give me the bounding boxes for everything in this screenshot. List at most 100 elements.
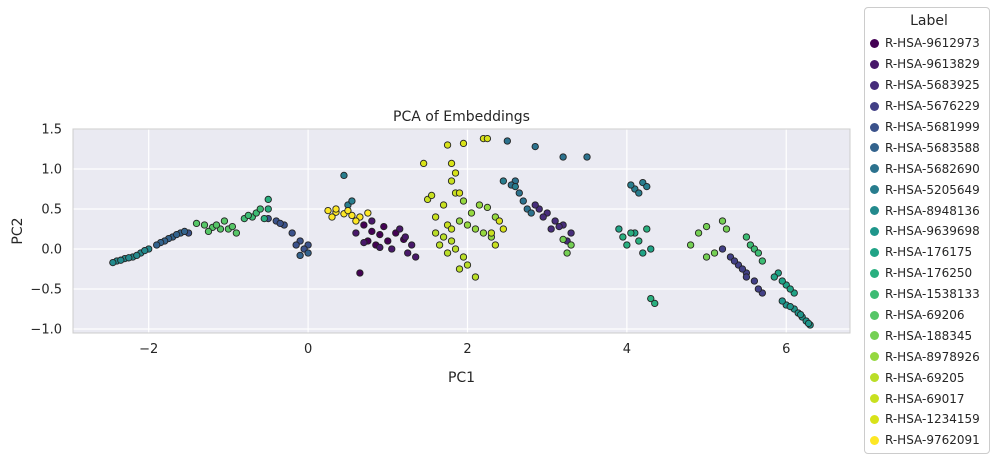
data-point xyxy=(639,249,647,257)
legend-item: R-HSA-5681999 xyxy=(869,117,989,138)
data-point xyxy=(778,297,786,305)
legend-swatch xyxy=(870,247,879,257)
data-point xyxy=(172,230,181,239)
legend-item: R-HSA-9639698 xyxy=(869,221,989,242)
data-point xyxy=(471,273,480,281)
plot-frame xyxy=(72,128,851,334)
legend-swatch xyxy=(870,310,879,320)
data-point xyxy=(404,249,412,257)
data-point xyxy=(427,191,436,200)
legend-item: R-HSA-1234159 xyxy=(869,409,989,430)
data-point xyxy=(459,253,468,261)
data-point xyxy=(786,302,794,311)
y-tick-label: 1.0 xyxy=(41,163,62,178)
data-point xyxy=(531,142,539,151)
data-point xyxy=(435,241,444,249)
legend-title: Label xyxy=(910,13,948,29)
data-point xyxy=(479,229,488,237)
legend-swatch xyxy=(870,164,879,174)
legend-label: R-HSA-176175 xyxy=(885,245,973,260)
x-tick-label: 4 xyxy=(623,342,631,357)
data-point xyxy=(384,237,392,245)
legend-item: R-HSA-5676229 xyxy=(869,96,989,117)
legend-label: R-HSA-5683588 xyxy=(885,140,980,155)
legend-label: R-HSA-176250 xyxy=(885,266,973,281)
data-point xyxy=(332,205,340,213)
x-tick-label: 2 xyxy=(463,342,471,357)
y-tick-labels: −1.0 −0.5 0.0 0.5 1.0 1.5 xyxy=(30,123,62,338)
data-point xyxy=(643,225,651,233)
data-point xyxy=(619,233,627,241)
legend-label: R-HSA-5681999 xyxy=(885,120,980,134)
legend-swatch xyxy=(870,373,879,383)
data-point xyxy=(499,177,507,185)
legend-label: R-HSA-9612973 xyxy=(885,36,980,51)
legend-label: R-HSA-188345 xyxy=(885,328,973,343)
plot-area xyxy=(73,129,850,333)
legend: Label R-HSA-9612973 R-HSA-9613829 R-HSA-56… xyxy=(864,7,990,454)
legend-swatch xyxy=(870,185,879,195)
chart-title: PCA of Embeddings xyxy=(393,109,530,125)
data-point xyxy=(467,209,476,217)
data-point xyxy=(352,217,360,225)
data-point xyxy=(180,227,189,236)
x-tick-labels: −2 0 2 4 6 xyxy=(139,342,790,357)
legend-swatch xyxy=(870,122,879,132)
data-point xyxy=(463,221,472,229)
data-point xyxy=(563,249,571,257)
data-point xyxy=(401,233,409,241)
data-point xyxy=(439,233,448,241)
legend-item: R-HSA-9762091 xyxy=(869,430,989,451)
x-axis-label: PC1 xyxy=(448,370,475,386)
data-point xyxy=(276,219,284,228)
data-points xyxy=(109,134,814,329)
data-point xyxy=(635,237,643,245)
data-point xyxy=(511,182,519,191)
data-point xyxy=(447,237,456,245)
data-point xyxy=(722,225,731,233)
data-point xyxy=(408,241,416,249)
data-point xyxy=(623,241,631,249)
legend-item: R-HSA-5682690 xyxy=(869,158,989,179)
x-tick-label: 0 xyxy=(304,342,312,357)
legend-swatch xyxy=(870,435,879,445)
data-point xyxy=(439,201,448,209)
legend-items: R-HSA-9612973 R-HSA-9613829 R-HSA-5683925 R… xyxy=(869,33,989,451)
y-tick-label: −0.5 xyxy=(30,283,62,298)
data-point xyxy=(260,214,268,223)
data-point xyxy=(133,251,141,260)
data-point xyxy=(212,221,221,229)
data-point xyxy=(686,241,695,249)
legend-label: R-HSA-8948136 xyxy=(885,203,980,218)
data-point xyxy=(368,217,376,225)
legend-item: R-HSA-176175 xyxy=(869,242,989,263)
data-point xyxy=(380,222,388,231)
data-point xyxy=(758,257,766,265)
x-tick-label: −2 xyxy=(139,342,158,357)
legend-label: R-HSA-5682690 xyxy=(885,161,980,176)
data-point xyxy=(344,206,352,215)
data-point xyxy=(694,229,703,237)
data-point xyxy=(531,201,539,209)
data-point xyxy=(738,265,747,273)
legend-item: R-HSA-8978926 xyxy=(869,346,989,367)
legend-swatch xyxy=(870,59,879,69)
legend-swatch xyxy=(870,101,879,111)
data-point xyxy=(710,249,719,257)
data-point xyxy=(750,277,759,285)
legend-item: R-HSA-5683925 xyxy=(869,75,989,96)
data-point xyxy=(360,238,368,247)
data-point xyxy=(742,233,751,241)
legend-item: R-HSA-8948136 xyxy=(869,200,989,221)
data-point xyxy=(551,217,559,225)
data-point xyxy=(264,195,272,204)
data-point xyxy=(527,209,535,217)
data-point xyxy=(730,257,739,265)
data-point xyxy=(451,169,460,177)
legend-item: R-HSA-69205 xyxy=(869,367,989,388)
legend-label: R-HSA-9762091 xyxy=(885,433,980,448)
data-point xyxy=(718,217,727,225)
data-point xyxy=(447,177,456,185)
data-point xyxy=(264,205,272,213)
data-point xyxy=(232,229,241,237)
